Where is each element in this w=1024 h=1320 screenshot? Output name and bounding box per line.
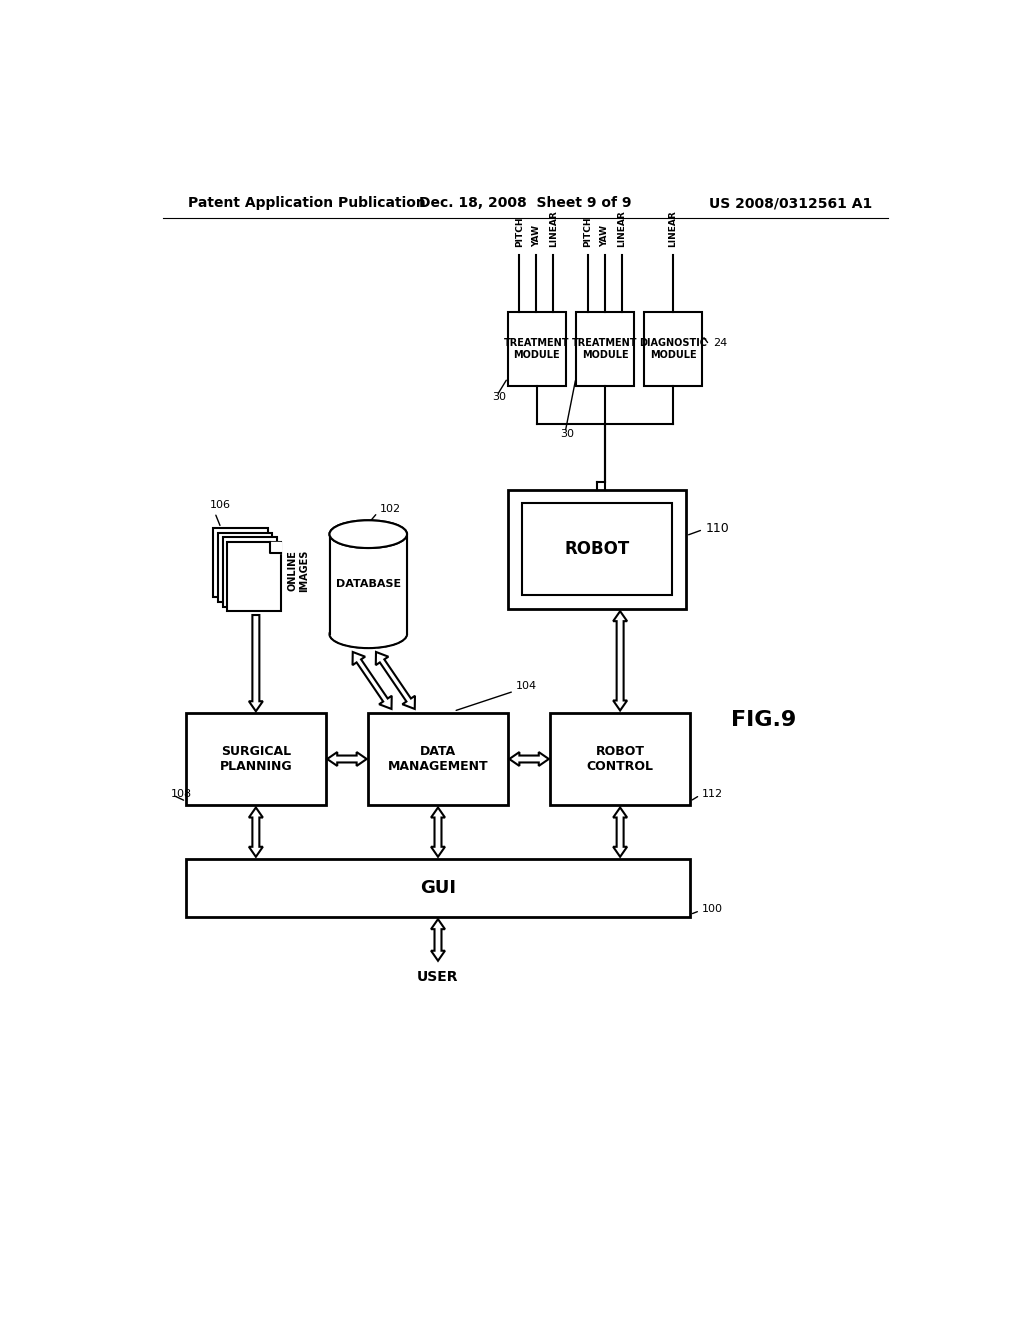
Polygon shape: [352, 652, 392, 709]
Text: 108: 108: [171, 788, 191, 799]
Text: GUI: GUI: [420, 879, 456, 898]
Bar: [222, 537, 276, 607]
Polygon shape: [270, 543, 282, 553]
Polygon shape: [613, 808, 627, 857]
Bar: [186, 713, 326, 805]
Ellipse shape: [330, 620, 407, 648]
Text: TREATMENT
MODULE: TREATMENT MODULE: [572, 338, 638, 360]
Polygon shape: [376, 652, 415, 709]
Bar: [521, 503, 672, 595]
Text: DIAGNOSTIC
MODULE: DIAGNOSTIC MODULE: [639, 338, 708, 360]
Text: ROBOT
CONTROL: ROBOT CONTROL: [587, 744, 653, 774]
Bar: [508, 490, 686, 609]
Text: YAW: YAW: [531, 224, 541, 247]
Polygon shape: [328, 752, 367, 766]
Text: 106: 106: [209, 500, 230, 510]
Bar: [227, 543, 282, 611]
Text: SURGICAL
PLANNING: SURGICAL PLANNING: [219, 744, 292, 774]
Ellipse shape: [330, 520, 407, 548]
Text: PITCH: PITCH: [515, 216, 524, 247]
Text: 30: 30: [493, 392, 506, 403]
Text: 102: 102: [380, 504, 401, 513]
Bar: [369, 713, 508, 805]
Text: LINEAR: LINEAR: [669, 210, 677, 247]
Text: 112: 112: [701, 788, 723, 799]
Text: 30: 30: [560, 429, 574, 440]
Text: 104: 104: [515, 681, 537, 690]
Ellipse shape: [330, 520, 407, 548]
Polygon shape: [249, 808, 263, 857]
Text: LINEAR: LINEAR: [549, 210, 558, 247]
Text: Dec. 18, 2008  Sheet 9 of 9: Dec. 18, 2008 Sheet 9 of 9: [419, 197, 631, 210]
Bar: [330, 535, 407, 635]
Bar: [575, 313, 634, 385]
Text: US 2008/0312561 A1: US 2008/0312561 A1: [709, 197, 872, 210]
Polygon shape: [431, 808, 445, 857]
Bar: [218, 533, 272, 602]
Text: ROBOT: ROBOT: [564, 540, 630, 558]
Text: DATA
MANAGEMENT: DATA MANAGEMENT: [388, 744, 488, 774]
Bar: [186, 859, 690, 917]
Text: USER: USER: [417, 970, 459, 983]
Bar: [213, 528, 267, 597]
Bar: [550, 713, 690, 805]
Text: ONLINE
IMAGES: ONLINE IMAGES: [288, 549, 309, 591]
Bar: [508, 313, 566, 385]
Polygon shape: [330, 535, 407, 635]
Text: YAW: YAW: [600, 224, 609, 247]
Text: 24: 24: [713, 338, 727, 348]
Bar: [644, 313, 702, 385]
Text: Patent Application Publication: Patent Application Publication: [188, 197, 426, 210]
Text: DATABASE: DATABASE: [336, 579, 400, 589]
Text: PITCH: PITCH: [583, 216, 592, 247]
Text: FIG.9: FIG.9: [731, 710, 796, 730]
Text: 110: 110: [706, 521, 729, 535]
Text: LINEAR: LINEAR: [617, 210, 626, 247]
Polygon shape: [249, 615, 263, 711]
Polygon shape: [613, 611, 627, 710]
Polygon shape: [431, 919, 445, 961]
Polygon shape: [509, 752, 549, 766]
Text: TREATMENT
MODULE: TREATMENT MODULE: [504, 338, 569, 360]
Text: 100: 100: [701, 904, 723, 915]
